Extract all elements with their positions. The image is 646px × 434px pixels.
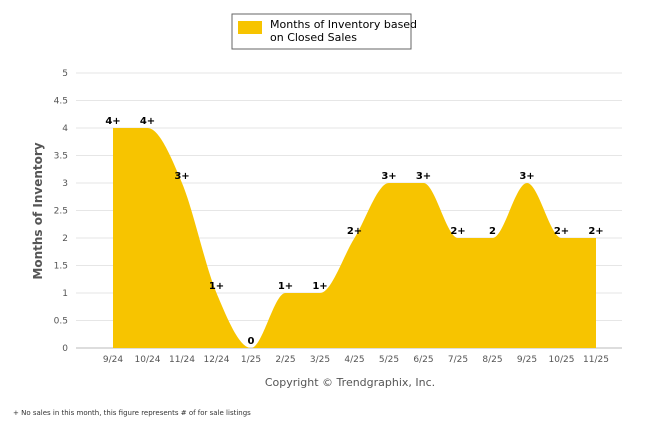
x-tick-label: 7/25 [448,355,468,365]
y-axis-ticks: 0 0.5 1 1.5 2 2.5 3 3.5 4 4.5 5 [54,69,69,354]
legend-swatch [238,21,262,34]
y-tick-label: 3.5 [54,152,68,162]
x-tick-label: 10/25 [549,355,575,365]
y-tick-label: 4.5 [54,97,68,107]
x-tick-label: 9/25 [517,355,537,365]
x-tick-label: 11/24 [169,355,195,365]
copyright-text: Copyright © Trendgraphix, Inc. [265,376,435,389]
data-label: 3+ [416,171,431,182]
data-label: 3+ [519,171,534,182]
y-tick-label: 4 [62,124,68,134]
data-label: 4+ [140,116,155,127]
y-axis-label: Months of Inventory [31,142,45,279]
x-tick-label: 10/24 [135,355,161,365]
data-label: 2+ [588,226,603,237]
data-label: 2+ [347,226,362,237]
x-tick-label: 4/25 [344,355,364,365]
legend-line-2: on Closed Sales [270,31,357,44]
x-tick-label: 12/24 [204,355,230,365]
inventory-area [113,128,596,348]
data-label: 3+ [174,171,189,182]
data-label: 0 [248,336,255,347]
x-tick-label: 1/25 [241,355,261,365]
x-tick-label: 11/25 [583,355,609,365]
x-tick-label: 9/24 [103,355,123,365]
data-label: 2+ [450,226,465,237]
legend: Months of Inventory based on Closed Sale… [231,13,417,50]
y-tick-label: 5 [62,69,68,79]
data-label: 2+ [554,226,569,237]
data-label: 1+ [312,281,327,292]
data-label: 2 [489,226,496,237]
data-label: 3+ [381,171,396,182]
x-axis-ticks: 9/24 10/24 11/24 12/24 1/25 2/25 3/25 4/25 5/25 6… [103,355,609,365]
x-tick-label: 2/25 [275,355,295,365]
footnote-text: + No sales in this month, this figure re… [13,409,251,417]
data-labels: 4+ 4+ 3+ 1+ 0 1+ 1+ 2+ 3+ 3+ 2+ 2 3+ 2+ 2+ [105,116,603,347]
data-label: 1+ [209,281,224,292]
x-tick-label: 6/25 [413,355,433,365]
legend-line-1: Months of Inventory based [270,18,417,31]
y-tick-label: 3 [62,179,68,189]
y-tick-label: 1 [62,289,68,299]
y-tick-label: 0.5 [54,317,68,327]
y-tick-label: 1.5 [54,262,68,272]
y-tick-label: 0 [62,344,68,354]
x-tick-label: 3/25 [310,355,330,365]
data-label: 1+ [278,281,293,292]
data-label: 4+ [105,116,120,127]
y-tick-label: 2 [62,234,68,244]
x-tick-label: 8/25 [482,355,502,365]
y-tick-label: 2.5 [54,207,68,217]
x-tick-label: 5/25 [379,355,399,365]
